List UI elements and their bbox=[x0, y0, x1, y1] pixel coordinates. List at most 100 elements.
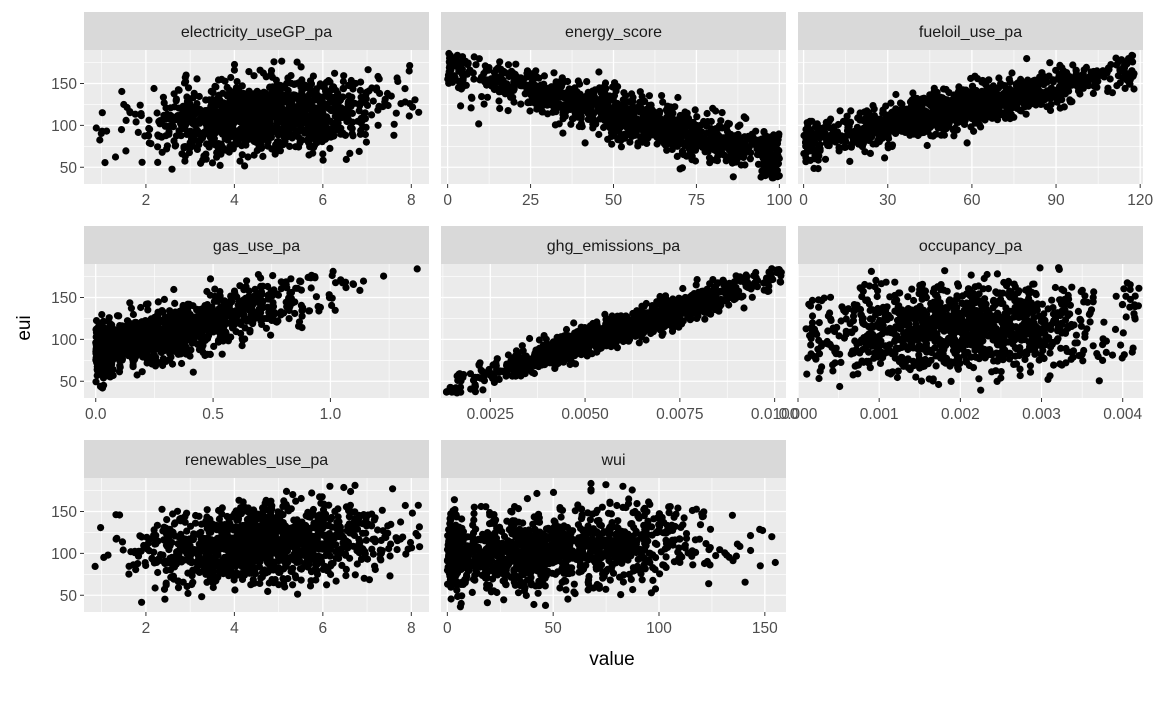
data-point bbox=[457, 102, 465, 110]
data-point bbox=[160, 111, 168, 119]
data-point bbox=[586, 96, 594, 104]
data-point bbox=[205, 332, 213, 340]
x-tick-label: 8 bbox=[407, 192, 416, 209]
data-point bbox=[364, 66, 372, 74]
data-point bbox=[232, 130, 241, 138]
data-point bbox=[101, 159, 109, 167]
data-point bbox=[961, 116, 969, 124]
data-point bbox=[203, 350, 212, 358]
data-point bbox=[264, 110, 272, 118]
data-point bbox=[337, 130, 345, 138]
data-point bbox=[202, 111, 210, 119]
data-point bbox=[470, 75, 478, 83]
data-point bbox=[581, 139, 589, 147]
data-point bbox=[1017, 107, 1025, 115]
data-point bbox=[193, 319, 202, 327]
data-point bbox=[634, 139, 642, 147]
data-point bbox=[257, 144, 266, 152]
data-point bbox=[187, 346, 195, 354]
data-point bbox=[881, 116, 889, 124]
data-point bbox=[251, 297, 259, 305]
data-point bbox=[449, 78, 457, 86]
x-tick-label: 120 bbox=[1127, 192, 1153, 209]
data-point bbox=[92, 378, 100, 386]
data-point bbox=[550, 69, 558, 77]
data-point bbox=[597, 115, 605, 123]
data-point bbox=[869, 140, 877, 148]
data-point bbox=[892, 90, 900, 99]
data-point bbox=[242, 121, 251, 129]
data-point bbox=[312, 85, 321, 93]
data-point bbox=[295, 134, 303, 142]
data-point bbox=[318, 138, 326, 146]
data-point bbox=[328, 301, 336, 309]
data-point bbox=[278, 57, 286, 65]
data-point bbox=[133, 371, 141, 379]
data-point bbox=[291, 80, 299, 88]
data-point bbox=[577, 120, 585, 128]
data-point bbox=[303, 127, 311, 135]
data-point bbox=[693, 113, 701, 121]
data-point bbox=[241, 162, 249, 170]
data-point bbox=[1010, 89, 1018, 97]
data-point bbox=[248, 316, 256, 324]
data-point bbox=[600, 82, 609, 90]
data-point bbox=[239, 302, 247, 310]
data-point bbox=[225, 101, 233, 109]
data-point bbox=[767, 162, 775, 170]
data-point bbox=[1122, 73, 1130, 81]
data-point bbox=[707, 117, 715, 126]
data-point bbox=[129, 310, 137, 319]
data-point bbox=[218, 130, 227, 138]
data-point bbox=[141, 132, 149, 140]
data-point bbox=[166, 355, 174, 363]
y-tick-label: 100 bbox=[51, 332, 77, 349]
data-point bbox=[663, 129, 671, 138]
data-point bbox=[311, 273, 319, 281]
data-point bbox=[1023, 55, 1031, 63]
data-point bbox=[339, 77, 347, 86]
data-point bbox=[406, 62, 414, 70]
data-point bbox=[559, 76, 567, 84]
data-point bbox=[733, 145, 741, 153]
data-point bbox=[887, 99, 895, 107]
data-point bbox=[97, 129, 105, 137]
data-point bbox=[205, 140, 213, 148]
data-point bbox=[92, 317, 101, 325]
data-point bbox=[1032, 100, 1040, 108]
data-point bbox=[238, 335, 246, 343]
data-point bbox=[93, 363, 101, 371]
data-point bbox=[160, 99, 168, 107]
data-point bbox=[394, 77, 402, 85]
data-point bbox=[1043, 103, 1051, 111]
data-point bbox=[978, 109, 986, 117]
data-point bbox=[626, 138, 634, 146]
data-point bbox=[122, 116, 130, 124]
data-point bbox=[185, 112, 193, 120]
panels-layer: electricity_useGP_pa2 4 6 850100150energy_s… bbox=[51, 12, 1153, 637]
data-point bbox=[274, 131, 282, 139]
data-point bbox=[154, 158, 162, 166]
data-point bbox=[356, 286, 364, 294]
data-point bbox=[200, 152, 208, 160]
data-point bbox=[942, 113, 950, 121]
data-point bbox=[242, 283, 250, 291]
data-point bbox=[257, 274, 265, 282]
data-point bbox=[843, 132, 851, 140]
data-point bbox=[480, 77, 488, 85]
data-point bbox=[312, 119, 320, 127]
data-point bbox=[376, 89, 384, 97]
data-point bbox=[145, 116, 153, 124]
data-point bbox=[116, 362, 124, 370]
data-point bbox=[362, 138, 370, 146]
data-point bbox=[380, 272, 388, 280]
data-point bbox=[676, 165, 684, 173]
data-point bbox=[1129, 72, 1137, 80]
data-point bbox=[229, 145, 237, 153]
data-point bbox=[802, 139, 810, 147]
data-point bbox=[213, 297, 221, 305]
data-point bbox=[967, 94, 975, 102]
